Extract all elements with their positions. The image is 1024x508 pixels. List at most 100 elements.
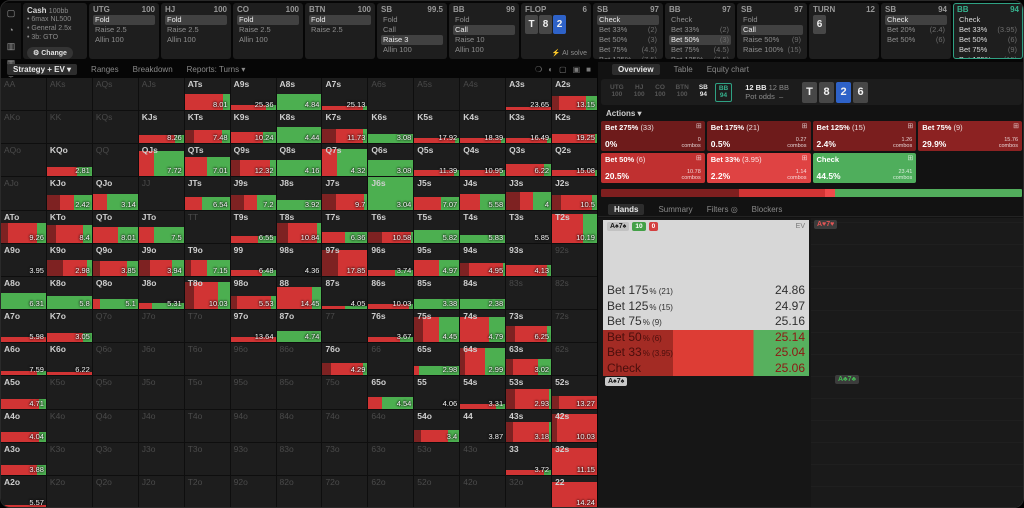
matrix-cell-QTs[interactable]: QTs 7.01 bbox=[184, 144, 230, 177]
tab-table[interactable]: Table bbox=[673, 65, 693, 74]
matrix-cell-74s[interactable]: 74s 4.79 bbox=[460, 310, 506, 343]
matrix-cell-K8o[interactable]: K8o 5.8 bbox=[46, 276, 92, 310]
position-chip-co[interactable]: CO 100 bbox=[654, 83, 666, 99]
matrix-cell-Q8o[interactable]: Q8o 5.1 bbox=[92, 276, 138, 310]
action-option[interactable]: Check bbox=[885, 15, 947, 25]
matrix-cell-J6s[interactable]: J6s 3.04 bbox=[368, 177, 414, 210]
matrix-cell-QJs[interactable]: QJs 7.72 bbox=[138, 144, 184, 177]
matrix-cell-54o[interactable]: 54o 3.4 bbox=[414, 409, 460, 442]
contrast-icon[interactable]: ◐ bbox=[548, 65, 554, 74]
matrix-cell-A3o[interactable]: A3o 3.88 bbox=[1, 442, 46, 475]
matrix-cell-82o[interactable]: 82o bbox=[276, 475, 322, 507]
matrix-cell-AKo[interactable]: AKo bbox=[1, 111, 46, 144]
matrix-cell-44[interactable]: 44 3.87 bbox=[460, 409, 506, 442]
matrix-cell-T6o[interactable]: T6o bbox=[184, 343, 230, 376]
matrix-cell-63s[interactable]: 63s 3.02 bbox=[506, 343, 552, 376]
action-option[interactable]: Raise 2.5 bbox=[309, 25, 371, 35]
hand-ev-row[interactable]: Bet 175% (21) 24.86 bbox=[603, 283, 809, 299]
grid-view-icon[interactable]: ▣ bbox=[572, 65, 581, 74]
matrix-cell-K8s[interactable]: K8s 4.44 bbox=[276, 111, 322, 144]
action-option[interactable]: Bet 50% (6) bbox=[885, 35, 947, 45]
matrix-cell-J3s[interactable]: J3s 4 bbox=[506, 177, 552, 210]
matrix-cell-K3o[interactable]: K3o bbox=[46, 442, 92, 475]
matrix-cell-A9s[interactable]: A9s 25.36 bbox=[230, 78, 276, 111]
matrix-cell-66[interactable]: 66 bbox=[368, 343, 414, 376]
matrix-cell-J5s[interactable]: J5s 7.07 bbox=[414, 177, 460, 210]
action-option[interactable]: Fold bbox=[93, 15, 155, 25]
action-card-bet-50-[interactable]: Bet 50% (6) ⊞ 20.5% 10.78 combos bbox=[601, 153, 705, 183]
action-card-check[interactable]: Check ⊞ 44.5% 23.41 combos bbox=[812, 153, 917, 183]
matrix-cell-KK[interactable]: KK bbox=[46, 111, 92, 144]
matrix-cell-94o[interactable]: 94o bbox=[230, 409, 276, 442]
action-card-bet-175-[interactable]: Bet 175% (21) ⊞ 0.5% 0.27 combos bbox=[706, 121, 811, 151]
matrix-cell-93s[interactable]: 93s 4.13 bbox=[506, 243, 552, 276]
matrix-cell-T7o[interactable]: T7o bbox=[184, 310, 230, 343]
matrix-cell-J7o[interactable]: J7o bbox=[138, 310, 184, 343]
matrix-cell-83s[interactable]: 83s bbox=[506, 276, 552, 310]
matrix-cell-Q6o[interactable]: Q6o bbox=[92, 343, 138, 376]
action-node-hj[interactable]: HJ 100 Fold Raise 2.5 Allin 100 bbox=[161, 3, 231, 59]
action-option[interactable]: Bet 75% (4.5) bbox=[597, 45, 659, 55]
action-card-bet-33-[interactable]: Bet 33% (3.95) ⊞ 2.2% 1.14 combos bbox=[706, 153, 811, 183]
action-option[interactable]: Raise 10 bbox=[453, 35, 515, 45]
matrix-cell-72o[interactable]: 72o bbox=[322, 475, 368, 507]
matrix-cell-75o[interactable]: 75o bbox=[322, 376, 368, 409]
matrix-cell-K3s[interactable]: K3s 16.49 bbox=[506, 111, 552, 144]
matrix-cell-84o[interactable]: 84o bbox=[276, 409, 322, 442]
combo-grid-area[interactable]: A♥7♥ A♣7♣ bbox=[811, 218, 1023, 507]
matrix-cell-J2s[interactable]: J2s 10.5 bbox=[552, 177, 597, 210]
matrix-cell-42o[interactable]: 42o bbox=[460, 475, 506, 507]
matrix-cell-T2o[interactable]: T2o bbox=[184, 475, 230, 507]
matrix-cell-98s[interactable]: 98s 4.36 bbox=[276, 243, 322, 276]
action-option[interactable]: Raise 2.5 bbox=[237, 25, 299, 35]
matrix-cell-Q3o[interactable]: Q3o bbox=[92, 442, 138, 475]
action-node-sb[interactable]: SB 99.5 Fold Call Raise 3 Allin 100 bbox=[377, 3, 447, 59]
matrix-cell-JJ[interactable]: JJ bbox=[138, 177, 184, 210]
matrix-cell-Q3s[interactable]: Q3s 6.22 bbox=[506, 144, 552, 177]
matrix-cell-K7o[interactable]: K7o 3.05 bbox=[46, 310, 92, 343]
action-option[interactable]: Allin 100 bbox=[381, 45, 443, 55]
combo-chip-clubs[interactable]: A♣7♣ bbox=[835, 375, 860, 384]
matrix-cell-85o[interactable]: 85o bbox=[276, 376, 322, 409]
matrix-cell-T6s[interactable]: T6s 10.58 bbox=[368, 210, 414, 243]
hand-ev-row[interactable]: Bet 33% (3.95) 25.04 bbox=[603, 345, 809, 361]
action-option[interactable]: Bet 33% (2) bbox=[669, 25, 731, 35]
action-option[interactable]: Fold bbox=[237, 15, 299, 25]
matrix-cell-86o[interactable]: 86o bbox=[276, 343, 322, 376]
matrix-cell-96o[interactable]: 96o bbox=[230, 343, 276, 376]
matrix-cell-QJo[interactable]: QJo 3.14 bbox=[92, 177, 138, 210]
matrix-cell-42s[interactable]: 42s 10.03 bbox=[552, 409, 597, 442]
action-option[interactable]: Bet 125% (15) bbox=[957, 55, 1019, 59]
actions-section-header[interactable]: Actions ▾ bbox=[606, 109, 642, 118]
matrix-cell-94s[interactable]: 94s 4.95 bbox=[460, 243, 506, 276]
hand-ev-row[interactable]: Bet 75% (9) 25.16 bbox=[603, 314, 809, 330]
action-option[interactable]: Fold bbox=[309, 15, 371, 25]
matrix-cell-Q4s[interactable]: Q4s 10.95 bbox=[460, 144, 506, 177]
solid-view-icon[interactable]: ■ bbox=[586, 65, 591, 74]
matrix-cell-K2s[interactable]: K2s 19.25 bbox=[552, 111, 597, 144]
matrix-cell-92s[interactable]: 92s bbox=[552, 243, 597, 276]
matrix-cell-A8o[interactable]: A8o 6.31 bbox=[1, 276, 46, 310]
matrix-cell-93o[interactable]: 93o bbox=[230, 442, 276, 475]
matrix-cell-T3s[interactable]: T3s 5.85 bbox=[506, 210, 552, 243]
matrix-cell-88[interactable]: 88 14.45 bbox=[276, 276, 322, 310]
hand-ev-row[interactable]: Check 25.06 bbox=[603, 360, 809, 376]
matrix-cell-AKs[interactable]: AKs bbox=[46, 78, 92, 111]
action-card-bet-125-[interactable]: Bet 125% (15) ⊞ 2.4% 1.26 combos bbox=[812, 121, 917, 151]
matrix-cell-32s[interactable]: 32s 11.15 bbox=[552, 442, 597, 475]
globe-icon[interactable]: ❍ bbox=[535, 65, 543, 74]
matrix-cell-65s[interactable]: 65s 2.98 bbox=[414, 343, 460, 376]
matrix-cell-Q7s[interactable]: Q7s 4.32 bbox=[322, 144, 368, 177]
action-option[interactable]: Fold bbox=[381, 15, 443, 25]
matrix-cell-87s[interactable]: 87s 4.05 bbox=[322, 276, 368, 310]
matrix-cell-52o[interactable]: 52o bbox=[414, 475, 460, 507]
action-node-sb[interactable]: SB 94 Check Bet 20% (2.4) Bet 50% (6) bbox=[881, 3, 951, 59]
expand-icon[interactable]: ⊞ bbox=[907, 155, 914, 162]
split-view-icon[interactable]: ▢ bbox=[559, 65, 567, 74]
change-button[interactable]: ⚙ Change bbox=[27, 47, 73, 59]
matrix-cell-72s[interactable]: 72s bbox=[552, 310, 597, 343]
matrix-cell-J6o[interactable]: J6o bbox=[138, 343, 184, 376]
matrix-cell-Q7o[interactable]: Q7o bbox=[92, 310, 138, 343]
matrix-cell-T7s[interactable]: T7s 6.36 bbox=[322, 210, 368, 243]
matrix-cell-KQs[interactable]: KQs bbox=[92, 111, 138, 144]
